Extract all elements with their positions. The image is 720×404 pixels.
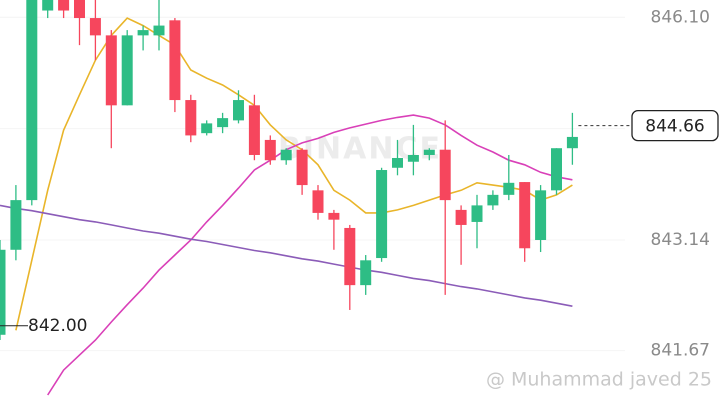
candle-body	[519, 182, 531, 249]
candle-body	[423, 149, 435, 155]
low-marker-label: 842.00	[28, 316, 87, 336]
candle-body	[280, 149, 292, 161]
candle-body	[551, 148, 562, 191]
ma-line	[47, 114, 573, 396]
y-tick-label: 843.14	[651, 230, 710, 250]
candle-body	[233, 100, 244, 121]
candle-body	[487, 194, 499, 206]
candle-body	[105, 35, 117, 106]
candle-body	[74, 0, 85, 19]
candle-body	[153, 25, 165, 36]
candle-body	[42, 0, 54, 11]
candle-body	[264, 139, 276, 161]
candle-body	[10, 200, 22, 250]
candle-body	[201, 123, 213, 134]
ma-line	[0, 204, 573, 307]
candle-body	[471, 205, 483, 222]
candle-body	[296, 149, 308, 186]
y-tick-label: 846.10	[651, 7, 710, 27]
candle-body	[58, 0, 70, 11]
candle-body	[217, 118, 229, 128]
candle-body	[360, 260, 372, 286]
candle-body	[535, 190, 547, 240]
y-tick-label: 841.67	[651, 341, 710, 361]
price-box	[631, 109, 719, 142]
candle-body	[503, 182, 515, 195]
candle-body	[376, 170, 388, 259]
candle-body	[169, 20, 181, 101]
candle-body	[185, 100, 197, 136]
candle-body	[439, 149, 451, 201]
candle-body	[137, 30, 149, 36]
candle-body	[392, 157, 403, 168]
current-price-label: 844.66	[645, 117, 704, 137]
candle-body	[312, 190, 324, 213]
candle-body	[248, 105, 260, 155]
candle-body	[455, 209, 467, 225]
candle-body	[407, 154, 419, 162]
candle-body	[344, 227, 356, 286]
candle-body	[89, 18, 101, 36]
credit: @ Muhammad javed 25	[486, 369, 712, 391]
candle-body	[26, 0, 38, 201]
candle-body	[566, 136, 578, 149]
candle-body	[121, 35, 133, 106]
candle-body	[0, 249, 6, 335]
candle-body	[328, 212, 340, 220]
